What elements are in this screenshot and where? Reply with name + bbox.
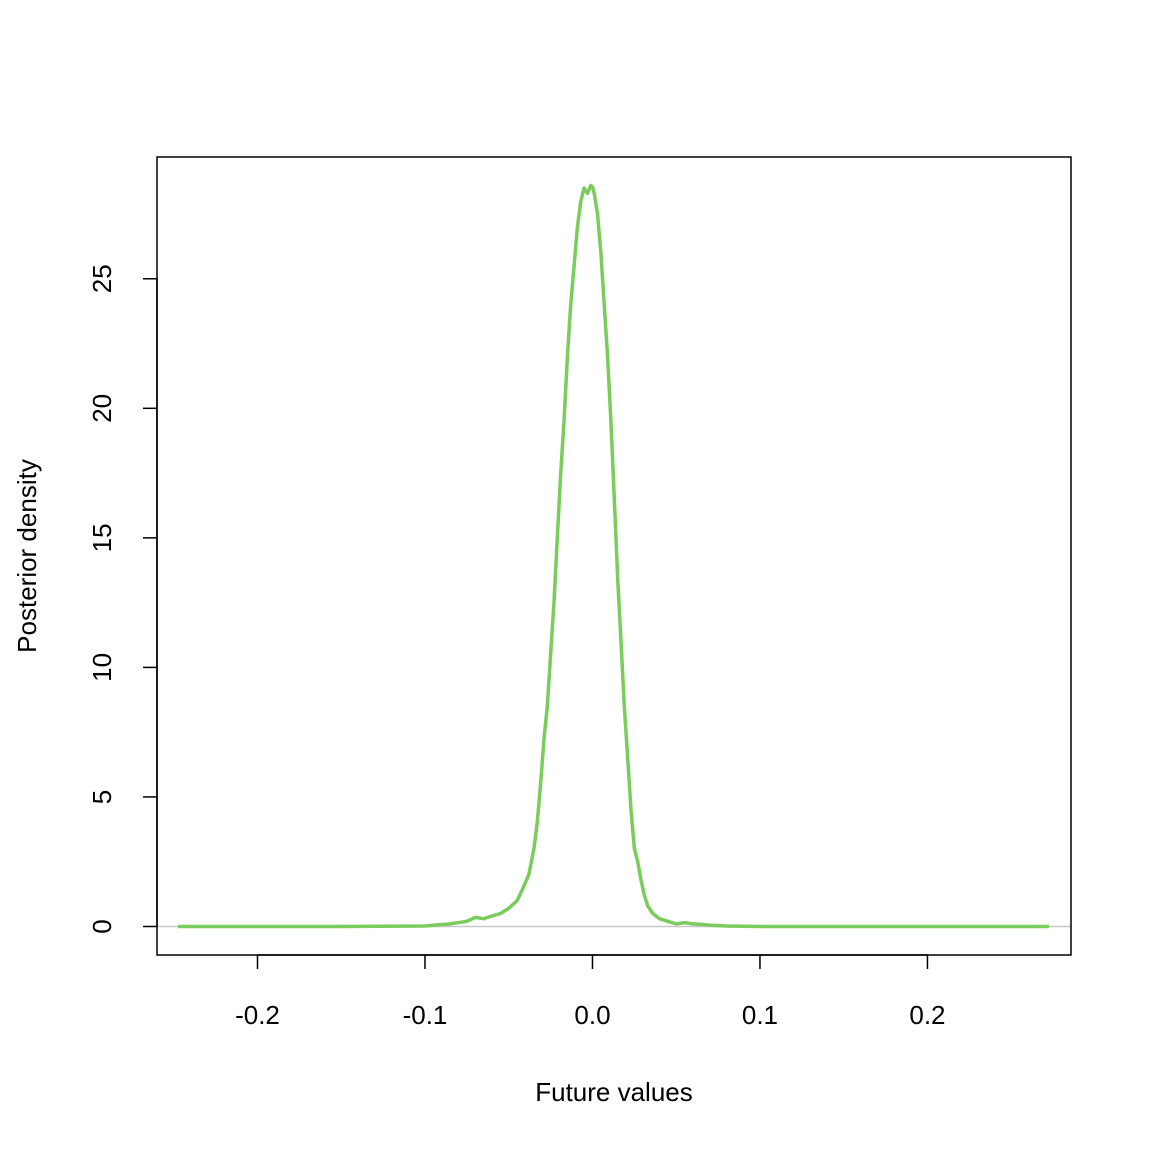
x-axis-label: Future values [535, 1077, 693, 1107]
x-tick-label: 0.1 [742, 1000, 778, 1030]
y-tick-label: 20 [87, 394, 117, 423]
x-tick-label: -0.1 [403, 1000, 448, 1030]
y-tick-label: 0 [87, 919, 117, 933]
y-axis: 0 5 10 15 20 25 [87, 264, 158, 934]
x-tick-label: 0.2 [909, 1000, 945, 1030]
y-tick-label: 15 [87, 523, 117, 552]
y-axis-label: Posterior density [12, 459, 42, 653]
y-tick-label: 5 [87, 790, 117, 804]
y-tick-label: 25 [87, 264, 117, 293]
y-tick-label: 10 [87, 653, 117, 682]
density-curve [177, 183, 1049, 929]
x-axis: -0.2 -0.1 0.0 0.1 0.2 [235, 954, 946, 1030]
x-tick-label: 0.0 [574, 1000, 610, 1030]
x-tick-label: -0.2 [235, 1000, 280, 1030]
plot-frame [156, 156, 1072, 956]
